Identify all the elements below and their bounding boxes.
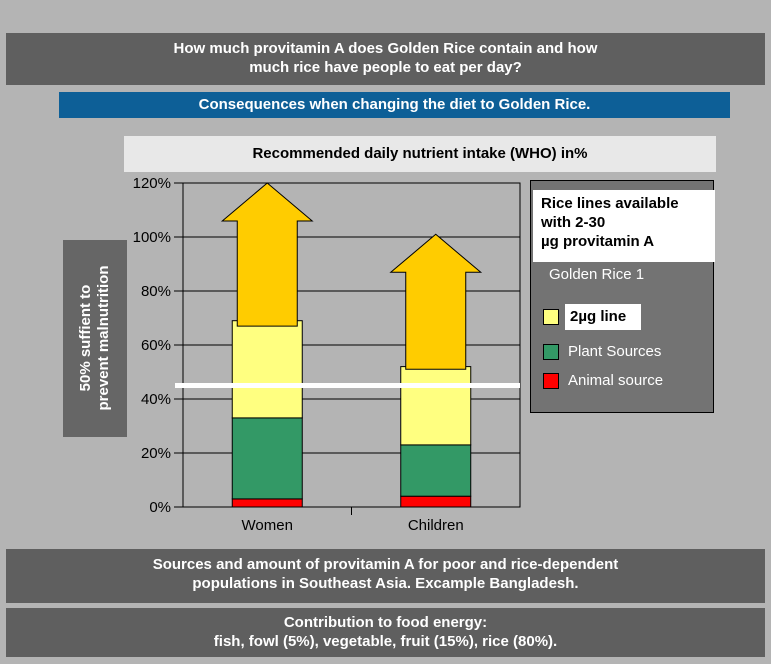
- bar-children-series-0: [401, 496, 471, 507]
- bar-children-series-2: [401, 367, 471, 445]
- legend-subheading: Golden Rice 1: [549, 266, 644, 283]
- x-tick-label-women: Women: [242, 517, 293, 534]
- y-axis-label: 50% suffient to prevent malnutrition: [63, 240, 127, 437]
- sources-caption-line-2: populations in Southeast Asia. Excample …: [6, 574, 765, 593]
- legend-label-animal-source: Animal source: [568, 372, 663, 389]
- legend-label-2ug-line: 2µg line: [565, 304, 641, 330]
- legend-heading-line-3: µg provitamin A: [541, 232, 715, 251]
- legend-label-plant-sources: Plant Sources: [568, 343, 661, 360]
- bar-children-series-1: [401, 445, 471, 496]
- x-tick-label-children: Children: [408, 517, 464, 534]
- legend-heading-line-1: Rice lines available: [541, 194, 715, 213]
- y-axis-label-line-2: prevent malnutrition: [95, 265, 113, 410]
- y-tick-label-1: 20%: [141, 445, 171, 462]
- y-tick-label-2: 40%: [141, 391, 171, 408]
- energy-caption-line-2: fish, fowl (5%), vegetable, fruit (15%),…: [6, 632, 765, 651]
- y-axis-label-text: 50% suffient to prevent malnutrition: [77, 265, 113, 410]
- bar-women-series-0: [232, 499, 302, 507]
- legend-heading-line-2: with 2-30: [541, 213, 715, 232]
- y-tick-label-5: 100%: [133, 229, 171, 246]
- sources-caption: Sources and amount of provitamin A for p…: [6, 549, 765, 603]
- energy-caption-line-1: Contribution to food energy:: [6, 613, 765, 632]
- bar-women-series-1: [232, 418, 302, 499]
- y-tick-label-3: 60%: [141, 337, 171, 354]
- y-tick-label-4: 80%: [141, 283, 171, 300]
- legend-swatch-plant-sources: [543, 344, 559, 360]
- legend-swatch-2ug-line: [543, 309, 559, 325]
- y-axis-label-line-1: 50% suffient to: [77, 265, 95, 410]
- y-tick-label-0: 0%: [149, 499, 171, 516]
- legend-heading: Rice lines available with 2-30 µg provit…: [533, 190, 715, 262]
- sources-caption-line-1: Sources and amount of provitamin A for p…: [6, 555, 765, 574]
- bar-women-series-2: [232, 321, 302, 418]
- x-tick-labels: Women Children: [242, 517, 464, 534]
- energy-caption: Contribution to food energy: fish, fowl …: [6, 608, 765, 657]
- y-tick-label-6: 120%: [133, 175, 171, 192]
- legend-swatch-animal-source: [543, 373, 559, 389]
